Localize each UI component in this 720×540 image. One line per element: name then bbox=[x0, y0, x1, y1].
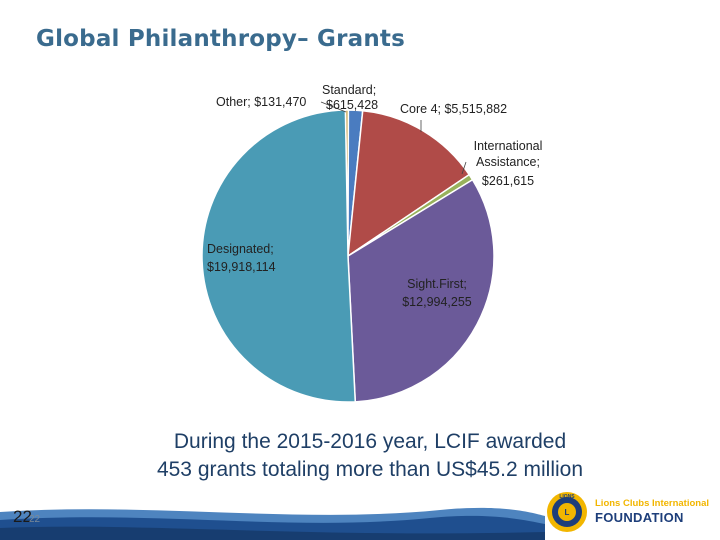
label-designated-line1: Designated; bbox=[207, 242, 274, 256]
lcif-logo: L LIONS Lions Clubs International FOUNDA… bbox=[545, 490, 715, 534]
pie-slice-sightfirst bbox=[347, 178, 495, 403]
slice-labels: Other; $131,470 Standard; $615,428 Core … bbox=[207, 83, 542, 309]
leader-line-international bbox=[461, 161, 467, 175]
label-other: Other; $131,470 bbox=[216, 95, 306, 109]
logo-text-line1: Lions Clubs International bbox=[595, 498, 710, 509]
label-international-line1: International bbox=[474, 139, 543, 153]
label-international-line2: Assistance; bbox=[476, 155, 540, 169]
label-designated-line2: $19,918,114 bbox=[207, 260, 276, 274]
svg-text:L: L bbox=[565, 508, 570, 517]
slide-title: Global Philanthropy– Grants bbox=[36, 26, 406, 52]
caption-line-2: 453 grants totaling more than US$45.2 mi… bbox=[156, 458, 584, 481]
caption-line-1: During the 2015-2016 year, LCIF awarded bbox=[173, 430, 567, 453]
page-number-small: 22 bbox=[29, 514, 41, 525]
pie-chart: Other; $131,470 Standard; $615,428 Core … bbox=[201, 83, 542, 403]
label-core4: Core 4; $5,515,882 bbox=[400, 102, 507, 116]
pie-slices bbox=[201, 109, 495, 403]
page-number: 22 bbox=[13, 507, 32, 526]
footer-wave bbox=[0, 507, 545, 540]
label-standard-line1: Standard; bbox=[322, 83, 376, 97]
lions-seal-icon: L LIONS bbox=[547, 492, 587, 532]
label-sightfirst-line1: Sight.First; bbox=[407, 277, 467, 291]
leader-line-other bbox=[320, 101, 347, 113]
slide-caption: During the 2015-2016 year, LCIF awarded … bbox=[0, 428, 720, 484]
leader-lines bbox=[320, 101, 467, 175]
label-standard-line2: $615,428 bbox=[326, 98, 378, 112]
logo-text-line2: FOUNDATION bbox=[595, 510, 684, 525]
label-international-line3: $261,615 bbox=[482, 174, 534, 188]
pie-slice-designated bbox=[201, 109, 357, 403]
svg-text:LIONS: LIONS bbox=[559, 494, 575, 500]
label-sightfirst-line2: $12,994,255 bbox=[402, 295, 472, 309]
